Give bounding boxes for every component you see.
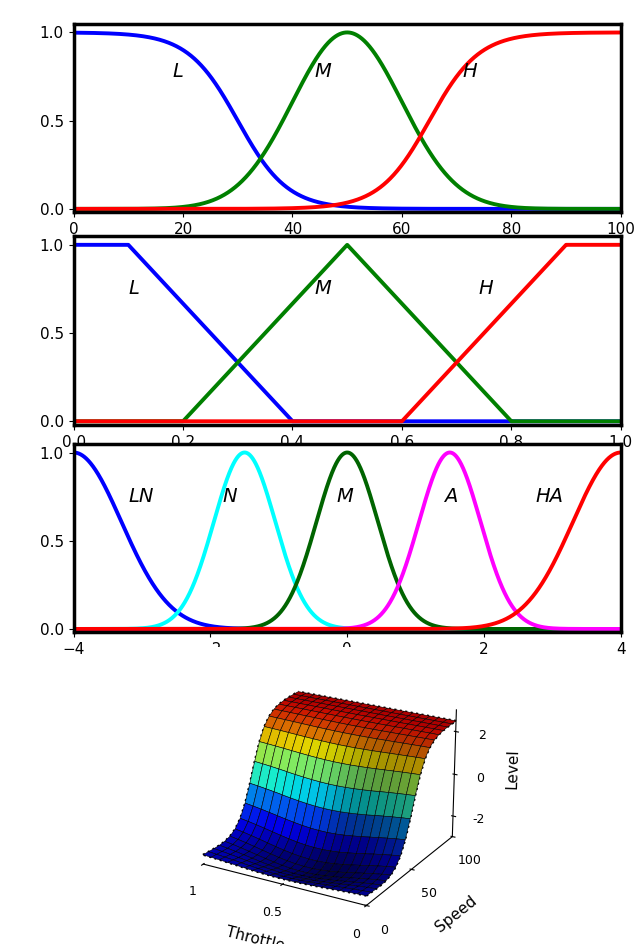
Text: L: L xyxy=(172,61,183,80)
Text: HA: HA xyxy=(535,487,563,506)
Text: LN: LN xyxy=(128,487,154,506)
Text: L: L xyxy=(128,279,139,298)
X-axis label: Throttle: Throttle xyxy=(225,924,287,944)
Y-axis label: Speed: Speed xyxy=(432,894,479,936)
Text: N: N xyxy=(223,487,237,506)
X-axis label: Vehicle speed[km/h]: Vehicle speed[km/h] xyxy=(255,243,440,261)
Text: H: H xyxy=(479,279,493,298)
Text: M: M xyxy=(314,279,332,298)
Text: H: H xyxy=(462,61,477,80)
Text: M: M xyxy=(337,487,354,506)
Text: M: M xyxy=(314,61,332,80)
Text: A: A xyxy=(444,487,458,506)
X-axis label: Throttle opening  α: Throttle opening α xyxy=(260,455,434,473)
